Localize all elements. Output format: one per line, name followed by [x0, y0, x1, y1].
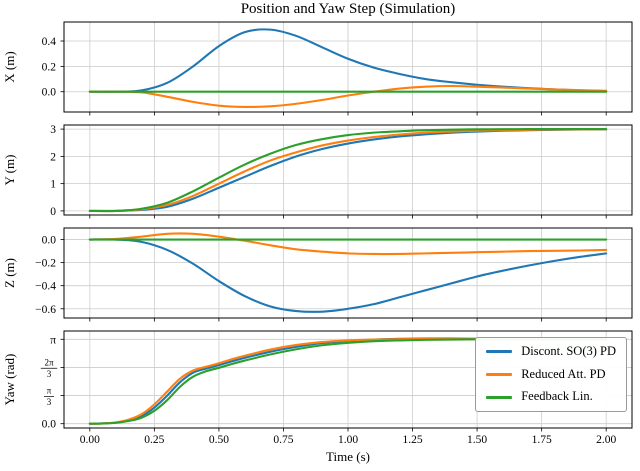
y-tick-label: 3	[47, 369, 52, 379]
series-line	[88, 232, 608, 256]
panel-border	[63, 124, 633, 216]
panel-border	[63, 227, 633, 319]
y-tick-label: 2	[50, 151, 56, 163]
y-tick-label: −0.2	[35, 258, 56, 270]
y-tick-label: 0.0	[42, 87, 57, 99]
x-tick-label: 1.50	[467, 434, 487, 446]
legend-label: Reduced Att. PD	[521, 366, 606, 381]
y-tick-label: 3	[50, 124, 56, 136]
panel-border	[63, 330, 633, 429]
y-tick-label: π	[47, 386, 52, 396]
x-tick-label: 0.25	[144, 434, 164, 446]
y-tick-label: −0.4	[35, 281, 56, 293]
y-tick-label: 2π	[44, 357, 54, 367]
x-tick-label: 0.50	[209, 434, 229, 446]
y-tick-label: 0.2	[42, 61, 57, 73]
y-tick-label: 1	[50, 179, 56, 191]
series-line	[88, 238, 608, 313]
x-tick-label: 0.75	[273, 434, 293, 446]
y-tick-label: π	[50, 334, 56, 346]
legend-item: Feedback Lin.	[486, 389, 616, 405]
legend-item: Reduced Att. PD	[486, 367, 616, 383]
panel-xm: 0.0 0.2 0.4 X (m)	[2, 21, 633, 116]
legend-item: Discont. SO(3) PD	[486, 344, 616, 360]
y-tick-label: 3	[47, 397, 52, 407]
y-tick-label: 0.4	[42, 36, 57, 48]
series-line	[88, 128, 608, 213]
legend-swatch	[486, 395, 513, 399]
y-tick-label: 0.0	[42, 419, 57, 431]
chart-title: Position and Yaw Step (Simulation)	[240, 1, 456, 17]
legend-swatch	[486, 372, 513, 376]
x-tick-label: 2.00	[596, 434, 616, 446]
panel-border	[63, 21, 633, 113]
x-axis-label: Time (s)	[326, 449, 370, 464]
y-axis-label: Y (m)	[2, 155, 17, 186]
y-axis-label: Yaw (rad)	[2, 354, 17, 406]
x-tick-label: 1.00	[338, 434, 358, 446]
x-tick-label: 1.25	[402, 434, 422, 446]
legend-label: Feedback Lin.	[521, 389, 593, 404]
y-tick-label: 0	[50, 206, 56, 218]
y-axis-label: X (m)	[2, 51, 17, 82]
legend-label: Discont. SO(3) PD	[521, 344, 616, 358]
y-tick-label: 0.0	[42, 235, 57, 247]
y-axis-label: Z (m)	[2, 258, 17, 288]
series-line	[88, 84, 608, 109]
x-tick-label: 0.00	[80, 434, 100, 446]
legend: Discont. SO(3) PD Reduced Att. PD Feedba…	[475, 337, 627, 412]
y-tick-label: −0.6	[35, 304, 56, 316]
x-tick-label: 1.75	[532, 434, 552, 446]
panel-ym: 0 1 2 3 Y (m)	[2, 124, 633, 219]
panel-zm: −0.6 −0.4 −0.2 0.0 Z (m)	[2, 227, 633, 322]
legend-swatch	[486, 350, 513, 354]
